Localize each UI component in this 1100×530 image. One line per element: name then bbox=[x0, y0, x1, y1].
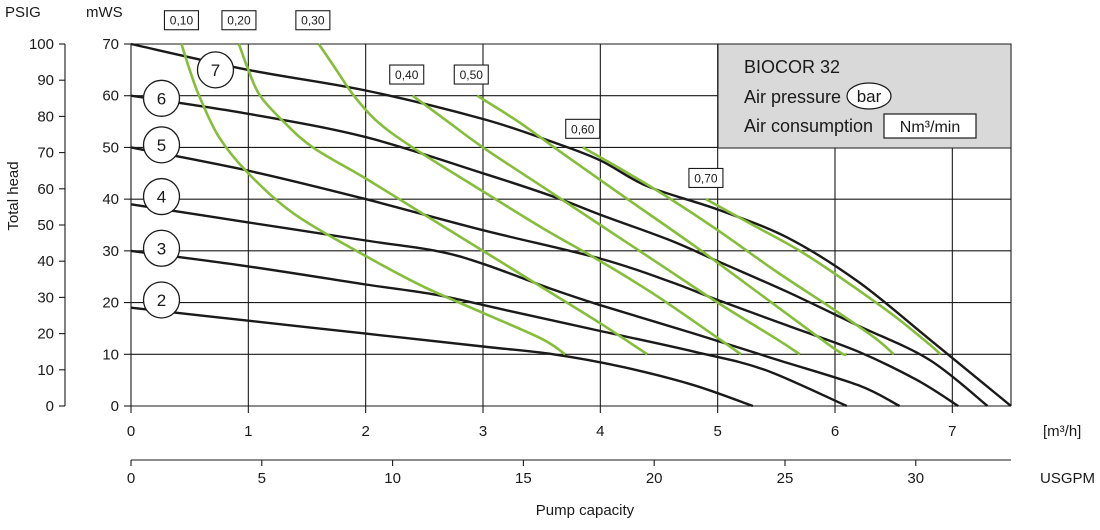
pressure-curve-5bar bbox=[130, 146, 959, 408]
x-tick-label: 7 bbox=[948, 423, 956, 440]
air-label-box bbox=[688, 167, 724, 189]
y-tick-label: 10 bbox=[102, 346, 119, 363]
air-label-box bbox=[163, 10, 200, 31]
air-label-0-60: 0,60 bbox=[571, 122, 595, 136]
air-label-box bbox=[389, 64, 425, 85]
air-label-0-40: 0,40 bbox=[395, 68, 419, 82]
air-curve-0-20 bbox=[237, 43, 649, 356]
x-axis-label: Pump capacity bbox=[536, 502, 635, 519]
pressure-label-circle bbox=[142, 79, 181, 117]
air-label-box bbox=[221, 10, 257, 31]
usgpm-tick-label: 0 bbox=[127, 470, 135, 487]
pressure-curve-2bar bbox=[130, 306, 754, 408]
usgpm-tick-label: 5 bbox=[258, 470, 266, 487]
pressure-label-4: 4 bbox=[157, 188, 166, 207]
x-tick-label: 0 bbox=[127, 423, 135, 440]
usgpm-tick-label: 25 bbox=[777, 470, 794, 487]
y-unit-primary: mWS bbox=[86, 4, 123, 21]
air-curve-0-30 bbox=[317, 43, 742, 356]
air-label-box bbox=[295, 10, 331, 31]
air-label-box bbox=[565, 118, 601, 139]
y-tick-label: 20 bbox=[102, 295, 119, 312]
pressure-curve-7bar bbox=[130, 42, 1012, 407]
usgpm-tick-label: 10 bbox=[384, 470, 401, 487]
usgpm-tick-label: 20 bbox=[646, 470, 663, 487]
psig-tick-label: 70 bbox=[37, 145, 54, 162]
x-tick-label: 4 bbox=[596, 423, 604, 440]
y-axis-label: Total head bbox=[5, 161, 22, 230]
y-tick-label: 60 bbox=[102, 88, 119, 105]
pressure-label-2: 2 bbox=[157, 291, 166, 310]
psig-tick-label: 0 bbox=[46, 398, 54, 415]
legend-title: BIOCOR 32 bbox=[744, 57, 840, 77]
air-label-0-20: 0,20 bbox=[227, 14, 251, 28]
pressure-label-circle bbox=[142, 177, 181, 216]
legend-consumption-marker bbox=[883, 113, 977, 139]
air-curve-0-60 bbox=[582, 146, 895, 356]
psig-tick-label: 10 bbox=[37, 362, 54, 379]
x-unit-primary: [m³/h] bbox=[1043, 423, 1081, 440]
pressure-curve-4bar bbox=[130, 203, 901, 408]
x-tick-label: 1 bbox=[244, 423, 252, 440]
y-tick-label: 50 bbox=[102, 139, 119, 156]
legend-air-consumption-label: Air consumption bbox=[744, 116, 873, 136]
x-tick-label: 6 bbox=[831, 423, 839, 440]
air-label-box bbox=[453, 64, 489, 85]
pressure-label-circle bbox=[142, 229, 181, 267]
legend-air-pressure-unit: bar bbox=[857, 87, 882, 106]
x-tick-label: 5 bbox=[713, 423, 721, 440]
psig-tick-label: 60 bbox=[37, 181, 54, 198]
y-tick-label: 0 bbox=[111, 398, 119, 415]
y-tick-label: 70 bbox=[102, 36, 119, 53]
pressure-label-7: 7 bbox=[211, 61, 220, 80]
air-curve-0-40 bbox=[411, 94, 801, 356]
pressure-label-circle bbox=[142, 281, 181, 319]
axes: 0102030405060700102030405060708090100PSI… bbox=[5, 4, 1095, 519]
x-unit-secondary: USGPM bbox=[1040, 470, 1095, 487]
psig-tick-label: 50 bbox=[37, 217, 54, 234]
legend-pressure-marker bbox=[846, 82, 892, 110]
air-consumption-curves bbox=[180, 43, 942, 357]
air-label-0-50: 0,50 bbox=[460, 68, 484, 82]
air-curve-0-70 bbox=[705, 197, 942, 356]
psig-tick-label: 100 bbox=[29, 36, 54, 53]
legend-air-pressure-label: Air pressure bbox=[744, 87, 841, 107]
curve-labels: 7 6 5 4 3 2 0,10 0,20 0,30 0,40 0,50 0,60 0,70 bbox=[142, 10, 724, 319]
y-tick-label: 30 bbox=[102, 243, 119, 260]
psig-tick-label: 80 bbox=[37, 108, 54, 125]
y-unit-secondary: PSIG bbox=[5, 4, 41, 21]
psig-tick-label: 40 bbox=[37, 253, 54, 270]
air-curve-0-10 bbox=[180, 43, 566, 356]
legend: BIOCOR 32 Air pressure bar Air consumption N… bbox=[717, 43, 1012, 149]
pressure-label-circle bbox=[142, 126, 181, 164]
x-tick-label: 3 bbox=[479, 423, 487, 440]
psig-tick-label: 30 bbox=[37, 289, 54, 306]
pressure-label-6: 6 bbox=[157, 89, 166, 108]
x-tick-label: 2 bbox=[361, 423, 369, 440]
pressure-curve-3bar bbox=[130, 249, 848, 408]
pressure-label-circle bbox=[196, 51, 235, 89]
pressure-label-5: 5 bbox=[157, 136, 166, 155]
pressure-label-3: 3 bbox=[157, 239, 166, 258]
psig-tick-label: 90 bbox=[37, 72, 54, 89]
air-label-0-30: 0,30 bbox=[301, 14, 325, 28]
air-curve-0-50 bbox=[476, 94, 848, 357]
y-tick-label: 40 bbox=[102, 191, 119, 208]
usgpm-tick-label: 15 bbox=[515, 470, 532, 487]
air-label-0-70: 0,70 bbox=[694, 171, 718, 185]
air-label-0-10: 0,10 bbox=[170, 14, 194, 28]
legend-air-consumption-unit: Nm³/min bbox=[900, 119, 960, 136]
usgpm-tick-label: 30 bbox=[907, 470, 924, 487]
psig-tick-label: 20 bbox=[37, 326, 54, 343]
